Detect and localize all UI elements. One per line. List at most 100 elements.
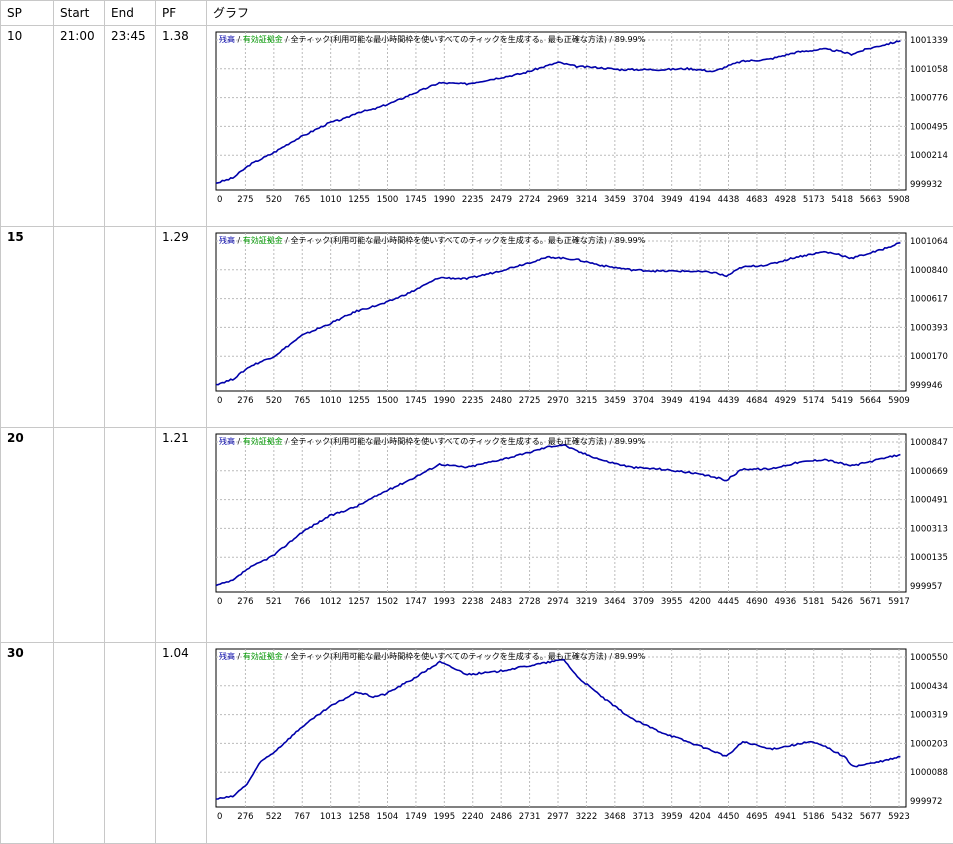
equity-chart: 0 275 520 765 1010 1255 1500 1745 1990 2235 2479 27… [215, 31, 948, 205]
y-tick-label: 1000088 [910, 768, 948, 778]
legend-separator: / [235, 236, 243, 245]
y-tick-label: 1000135 [910, 553, 948, 563]
legend-quality: 89.99% [615, 652, 646, 661]
x-tick-label: 1258 [348, 812, 370, 822]
x-tick-label: 3215 [576, 396, 598, 406]
y-tick-label: 999932 [910, 180, 942, 190]
x-tick-label: 1504 [377, 812, 399, 822]
x-tick-label: 1990 [434, 396, 456, 406]
legend-separator: / [235, 35, 243, 44]
balance-series-line [215, 443, 901, 587]
y-tick-label: 1000617 [910, 295, 948, 305]
x-tick-label: 2235 [462, 195, 484, 205]
x-tick-label: 4928 [775, 195, 797, 205]
legend-separator: / [283, 35, 291, 44]
y-tick-label: 1000776 [910, 94, 948, 104]
legend-margin: 有効証拠金 [243, 34, 283, 44]
header-sp: SP [0, 0, 54, 26]
chart-legend: 残高 / 有効証拠金 / 全ティック(利用可能な最小時間枠を使いすべてのティック… [219, 235, 646, 245]
x-tick-label: 4194 [689, 396, 711, 406]
x-tick-label: 4450 [718, 812, 740, 822]
legend-separator: / [607, 236, 615, 245]
x-tick-label: 767 [294, 812, 310, 822]
cell-sp: 15 [0, 226, 54, 428]
x-tick-label: 4438 [718, 195, 740, 205]
x-tick-label: 4936 [775, 597, 797, 607]
x-tick-label: 5663 [860, 195, 882, 205]
y-tick-label: 1001339 [910, 36, 948, 46]
x-tick-label: 5174 [803, 396, 825, 406]
x-tick-label: 522 [266, 812, 282, 822]
x-tick-label: 1010 [320, 396, 342, 406]
cell-sp: 30 [0, 642, 54, 844]
plot-area [215, 648, 907, 808]
header-end: End [104, 0, 156, 26]
y-tick-label: 1000847 [910, 438, 948, 448]
y-tick-label: 1000393 [910, 323, 948, 333]
x-tick-label: 5677 [860, 812, 882, 822]
y-tick-label: 1000319 [910, 711, 948, 721]
equity-chart: 0 276 521 766 1012 1257 1502 1747 1993 2238 2483 27… [215, 433, 948, 607]
x-tick-label: 5181 [803, 597, 825, 607]
x-tick-label: 5908 [888, 195, 910, 205]
x-tick-label: 4445 [718, 597, 740, 607]
x-tick-label: 4695 [746, 812, 768, 822]
cell-graph: 0 275 520 765 1010 1255 1500 1745 1990 2235 2479 27… [206, 25, 953, 227]
y-tick-label: 999957 [910, 582, 942, 592]
y-tick-label: 1000313 [910, 524, 948, 534]
legend-separator: / [283, 652, 291, 661]
x-tick-label: 3704 [632, 195, 654, 205]
x-tick-label: 3222 [576, 812, 598, 822]
cell-end [104, 226, 156, 428]
y-tick-label: 1000495 [910, 122, 948, 132]
legend-quality: 89.99% [615, 236, 646, 245]
x-tick-label: 2240 [462, 812, 484, 822]
x-tick-label: 0 [217, 597, 222, 607]
x-tick-label: 765 [294, 195, 310, 205]
x-tick-label: 5917 [888, 597, 910, 607]
x-tick-label: 1500 [377, 195, 399, 205]
cell-start: 21:00 [53, 25, 105, 227]
x-tick-label: 1013 [320, 812, 342, 822]
x-tick-label: 1749 [405, 812, 427, 822]
legend-quality: 89.99% [615, 35, 646, 44]
x-tick-label: 2724 [519, 195, 541, 205]
y-tick-label: 999972 [910, 797, 942, 807]
y-tick-label: 1000434 [910, 682, 948, 692]
x-tick-label: 520 [266, 195, 282, 205]
x-tick-label: 3713 [632, 812, 654, 822]
x-tick-label: 3955 [661, 597, 683, 607]
cell-end [104, 642, 156, 844]
cell-pf: 1.29 [155, 226, 207, 428]
x-tick-label: 5909 [888, 396, 910, 406]
x-tick-label: 5419 [831, 396, 853, 406]
x-tick-label: 4194 [689, 195, 711, 205]
table-row: 30 1.04 0 276 522 767 1013 1258 1504 1749 1995 22… [0, 642, 953, 844]
table-row: 10 21:00 23:45 1.38 0 275 520 765 1010 1255 15… [0, 25, 953, 227]
legend-separator: / [607, 35, 615, 44]
x-tick-label: 521 [266, 597, 282, 607]
x-tick-label: 275 [237, 195, 253, 205]
y-tick-label: 1000550 [910, 653, 948, 663]
cell-sp: 10 [0, 25, 54, 227]
cell-graph: 0 276 522 767 1013 1258 1504 1749 1995 2240 2486 27… [206, 642, 953, 844]
x-tick-label: 2974 [547, 597, 569, 607]
table-row: 20 1.21 0 276 521 766 1012 1257 1502 1747 1993 22… [0, 427, 953, 643]
legend-balance: 残高 [219, 651, 235, 661]
x-tick-label: 0 [217, 195, 222, 205]
x-tick-label: 3959 [661, 812, 683, 822]
x-tick-label: 2731 [519, 812, 541, 822]
balance-series-line [215, 242, 901, 386]
x-tick-label: 4684 [746, 396, 768, 406]
cell-pf: 1.21 [155, 427, 207, 643]
y-tick-label: 1000170 [910, 352, 948, 362]
x-tick-label: 0 [217, 812, 222, 822]
x-tick-label: 4439 [718, 396, 740, 406]
x-tick-label: 3464 [604, 597, 626, 607]
x-tick-label: 765 [294, 396, 310, 406]
x-tick-label: 3704 [632, 396, 654, 406]
equity-chart: 0 276 522 767 1013 1258 1504 1749 1995 2240 2486 27… [215, 648, 948, 822]
cell-graph: 0 276 521 766 1012 1257 1502 1747 1993 2238 2483 27… [206, 427, 953, 643]
legend-separator: / [283, 437, 291, 446]
